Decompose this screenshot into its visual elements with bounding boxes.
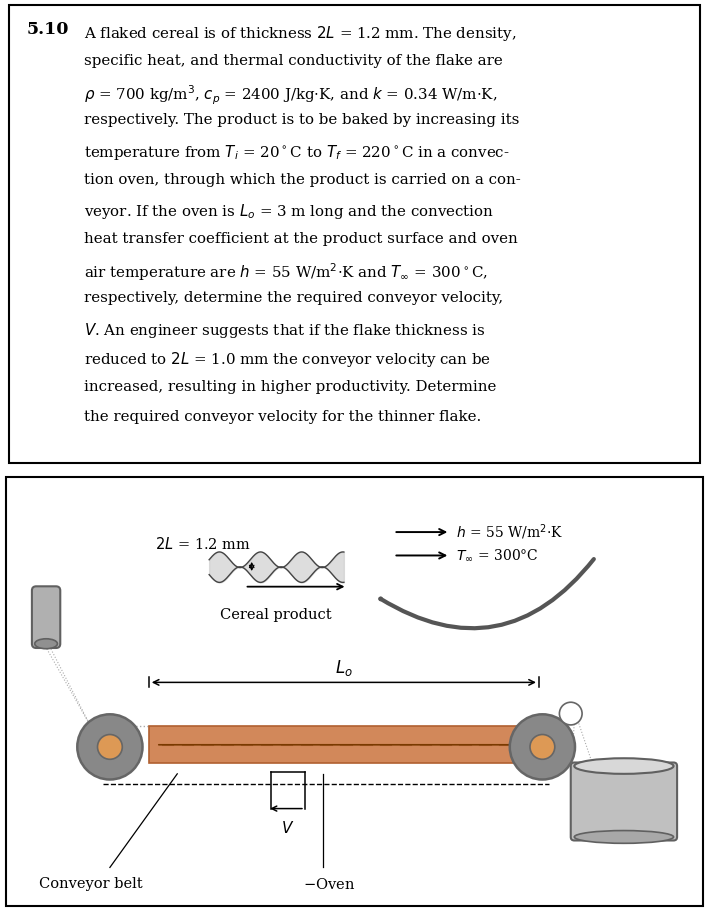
Text: air temperature are $h$ = 55 W/m$^2$$\cdot$K and $T_\infty$ = 300$^\circ$C,: air temperature are $h$ = 55 W/m$^2$$\cd… [84,261,488,283]
Text: $-$Oven: $-$Oven [303,877,356,892]
Text: $h$ = 55 W/m$^2$$\cdot$K: $h$ = 55 W/m$^2$$\cdot$K [456,522,563,542]
Circle shape [510,714,575,780]
Text: Cereal product: Cereal product [220,608,331,622]
Ellipse shape [574,758,674,774]
Text: reduced to $2L$ = 1.0 mm the conveyor velocity can be: reduced to $2L$ = 1.0 mm the conveyor ve… [84,351,491,369]
Text: increased, resulting in higher productivity. Determine: increased, resulting in higher productiv… [84,380,496,394]
Text: A flaked cereal is of thickness $2L$ = 1.2 mm. The density,: A flaked cereal is of thickness $2L$ = 1… [84,25,516,44]
Circle shape [77,714,143,780]
Text: $2L$ = 1.2 mm: $2L$ = 1.2 mm [155,536,250,552]
Text: specific heat, and thermal conductivity of the flake are: specific heat, and thermal conductivity … [84,54,503,68]
Text: respectively. The product is to be baked by increasing its: respectively. The product is to be baked… [84,113,519,127]
Text: $V$: $V$ [281,820,294,836]
Text: Conveyor belt: Conveyor belt [39,877,143,891]
Text: $\rho$ = 700 kg/m$^3$, $c_p$ = 2400 J/kg$\cdot$K, and $k$ = 0.34 W/m$\cdot$K,: $\rho$ = 700 kg/m$^3$, $c_p$ = 2400 J/kg… [84,84,497,107]
Text: respectively, determine the required conveyor velocity,: respectively, determine the required con… [84,291,503,305]
FancyBboxPatch shape [571,762,677,841]
Text: tion oven, through which the product is carried on a con-: tion oven, through which the product is … [84,173,520,186]
Text: veyor. If the oven is $L_o$ = 3 m long and the convection: veyor. If the oven is $L_o$ = 3 m long a… [84,202,493,221]
FancyBboxPatch shape [32,586,60,648]
Text: 5.10: 5.10 [27,21,69,38]
Text: $T_\infty$ = 300°C: $T_\infty$ = 300°C [456,548,539,563]
Text: heat transfer coefficient at the product surface and oven: heat transfer coefficient at the product… [84,232,518,246]
Ellipse shape [574,831,674,844]
Text: temperature from $T_i$ = 20$^\circ$C to $T_f$ = 220$^\circ$C in a convec-: temperature from $T_i$ = 20$^\circ$C to … [84,143,509,162]
Text: the required conveyor velocity for the thinner flake.: the required conveyor velocity for the t… [84,410,481,424]
Text: $L_o$: $L_o$ [335,658,353,678]
Text: $V$. An engineer suggests that if the flake thickness is: $V$. An engineer suggests that if the fl… [84,320,485,340]
Circle shape [559,702,582,725]
Circle shape [98,734,122,760]
Ellipse shape [35,639,57,649]
FancyArrowPatch shape [381,559,594,628]
Circle shape [530,734,554,760]
Bar [149,727,539,763]
